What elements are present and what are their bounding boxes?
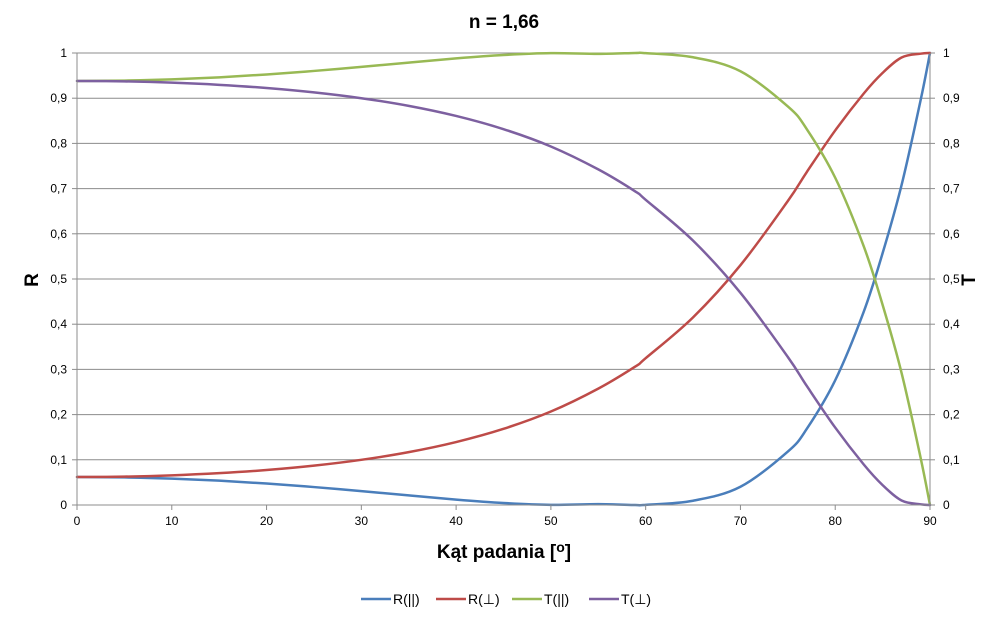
- x-axis-title-degree: o: [556, 539, 565, 555]
- y-tick-label-right: 0,2: [943, 408, 960, 422]
- y-tick-label-left: 0,6: [50, 227, 67, 241]
- x-tick-label: 0: [74, 514, 81, 528]
- y-axis-title-right: T: [959, 274, 980, 286]
- y-tick-label-left: 0,1: [50, 453, 67, 467]
- y-tick-label-left: 0,2: [50, 408, 67, 422]
- y-tick-label-right: 0,4: [943, 317, 960, 331]
- x-tick-label: 20: [260, 514, 274, 528]
- x-tick-label: 60: [639, 514, 653, 528]
- x-tick-label: 10: [165, 514, 179, 528]
- y-tick-label-left: 0,7: [50, 182, 67, 196]
- y-tick-labels-right: 0 0,1 0,2 0,3 0,4 0,5 0,6 0,7 0,8 0,9 1: [930, 46, 960, 512]
- y-tick-label-right: 0,7: [943, 182, 960, 196]
- series-line-3: [75, 51, 932, 507]
- series-line-4: [75, 79, 932, 507]
- legend-label: T(⊥): [621, 591, 651, 607]
- x-tick-label: 90: [923, 514, 937, 528]
- chart-title: n = 1,66: [469, 12, 539, 33]
- y-tick-label-left: 0: [60, 498, 67, 512]
- series-layer: [75, 51, 932, 507]
- y-tick-label-left: 1: [60, 46, 67, 60]
- x-tick-label: 80: [829, 514, 843, 528]
- y-tick-labels-left: 0 0,1 0,2 0,3 0,4 0,5 0,6 0,7 0,8 0,9 1: [50, 46, 77, 512]
- y-tick-label-right: 0: [943, 498, 950, 512]
- legend-label: R(||): [393, 591, 420, 607]
- y-tick-label-right: 0,3: [943, 362, 960, 376]
- y-tick-label-left: 0,9: [50, 91, 67, 105]
- gridlines: [77, 52, 930, 461]
- y-tick-label-right: 0,5: [943, 272, 960, 286]
- series-line-2: [75, 51, 932, 479]
- x-tick-label: 40: [449, 514, 463, 528]
- y-tick-label-left: 0,4: [50, 317, 67, 331]
- legend-label: R(⊥): [468, 591, 500, 607]
- legend-label: T(||): [544, 591, 569, 607]
- y-tick-label-left: 0,8: [50, 136, 67, 150]
- y-tick-label-left: 0,5: [50, 272, 67, 286]
- y-tick-label-right: 1: [943, 46, 950, 60]
- y-tick-label-right: 0,1: [943, 453, 960, 467]
- y-axis-title-left: R: [22, 273, 43, 287]
- x-tick-label: 30: [355, 514, 369, 528]
- y-tick-label-right: 0,9: [943, 91, 960, 105]
- x-tick-label: 50: [544, 514, 558, 528]
- y-tick-label-right: 0,6: [943, 227, 960, 241]
- x-axis-title: Kąt padania [o]: [437, 539, 571, 563]
- legend: R(||) R(⊥) T(||) T(⊥): [361, 591, 651, 607]
- x-tick-label: 70: [734, 514, 748, 528]
- y-tick-label-left: 0,3: [50, 362, 67, 376]
- y-tick-label-right: 0,8: [943, 136, 960, 150]
- x-tick-labels: 0 10 20 30 40 50 60 70 80 90: [74, 505, 937, 528]
